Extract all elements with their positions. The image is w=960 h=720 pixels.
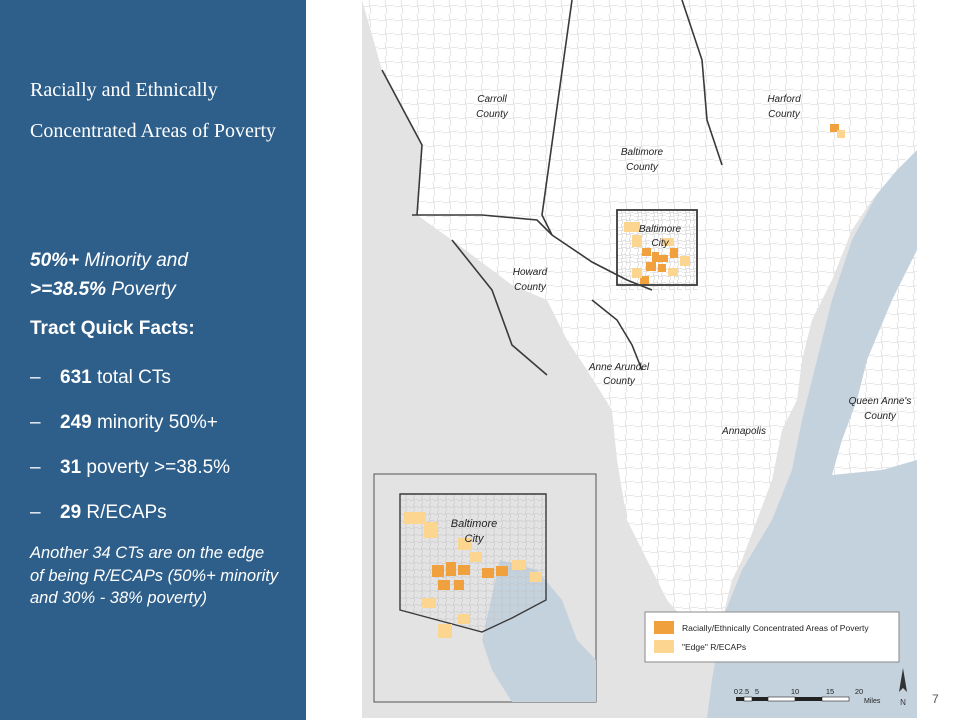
- howard-label: Howard: [513, 267, 548, 278]
- legend-edge-swatch: [654, 640, 674, 653]
- side-panel: Racially and Ethnically Concentrated Are…: [0, 0, 306, 720]
- baltimore-city-label: Baltimore: [639, 224, 682, 235]
- edge-note: Another 34 CTs are on the edge of being …: [30, 544, 279, 607]
- inset-city-label: Baltimore: [451, 518, 497, 530]
- fact-label: total CTs: [91, 367, 171, 388]
- bullet-dash: –: [30, 412, 41, 433]
- fact-label: minority 50%+: [91, 412, 218, 433]
- fact-value: 29: [60, 502, 82, 523]
- baltimore-city-boundary: [616, 209, 698, 286]
- bullet-dash: –: [30, 457, 41, 478]
- region-map: Carroll County Baltimore County Harford …: [362, 0, 917, 718]
- fact-value: 31: [60, 457, 82, 478]
- fact-label: R/ECAPs: [81, 502, 167, 523]
- criteria-text: 50%+ Minority and >=38.5% Poverty: [30, 246, 290, 304]
- legend-box: [644, 611, 900, 663]
- minority-text: Minority and: [79, 250, 188, 271]
- fact-minority: –249 minority 50%+: [30, 412, 218, 434]
- harford-label-2: County: [768, 109, 801, 120]
- scale-tick: 0: [734, 687, 738, 696]
- minority-threshold: 50%+: [30, 250, 80, 271]
- inset-edge-tracts: [404, 512, 542, 638]
- poverty-threshold: >=38.5%: [30, 279, 107, 300]
- fact-label: poverty >=38.5%: [81, 457, 231, 478]
- howard-south-boundary: [451, 239, 548, 376]
- carroll-label-2: County: [476, 109, 509, 120]
- fact-recaps: –29 R/ECAPs: [30, 502, 167, 524]
- legend-edge-label: "Edge" R/ECAPs: [682, 642, 746, 652]
- scale-tick: 15: [826, 687, 834, 696]
- county-boundaries: [381, 0, 723, 376]
- study-region-tracts: [362, 0, 917, 640]
- slide-title: Racially and Ethnically Concentrated Are…: [30, 79, 277, 142]
- inset-city-boundary: [399, 493, 547, 633]
- queen-annes-label: Queen Anne's: [849, 396, 912, 407]
- map-legend: Racially/Ethnically Concentrated Areas o…: [644, 611, 900, 663]
- county-labels: Carroll County Baltimore County Harford …: [476, 94, 911, 437]
- scale-unit: Miles: [864, 698, 881, 705]
- fact-total-cts: –631 total CTs: [30, 367, 171, 389]
- howard-north-boundary: [412, 214, 653, 291]
- north-letter: N: [900, 698, 906, 707]
- bay-water: [707, 150, 917, 718]
- north-arrow-icon: N: [899, 668, 907, 707]
- baltimore-harford-boundary: [681, 0, 723, 166]
- queen-annes-label-2: County: [864, 411, 897, 422]
- legend-recap-swatch: [654, 621, 674, 634]
- bullet-dash: –: [30, 502, 41, 523]
- inset-recap-tracts: [432, 562, 508, 590]
- baltimore-county-label-2: County: [626, 162, 659, 173]
- carroll-label: Carroll: [477, 94, 507, 105]
- eastern-shore-tracts: [832, 250, 917, 475]
- fact-value: 631: [60, 367, 92, 388]
- facts-heading: Tract Quick Facts:: [30, 318, 195, 339]
- harford-label: Harford: [767, 94, 801, 105]
- edge-tracts-main: [624, 130, 845, 278]
- inset-city-label-2: City: [465, 533, 485, 545]
- anne-arundel-boundary: [591, 299, 643, 371]
- annapolis-label: Annapolis: [721, 426, 766, 437]
- baltimore-county-label: Baltimore: [621, 147, 664, 158]
- map-svg: Carroll County Baltimore County Harford …: [362, 0, 917, 718]
- scale-bar: 0 2.5 5 10 15 20 Miles: [734, 687, 881, 705]
- carroll-baltimore-boundary: [541, 0, 573, 236]
- fact-poverty: –31 poverty >=38.5%: [30, 457, 230, 479]
- baltimore-city-inset: Baltimore City: [373, 473, 597, 703]
- anne-arundel-label-2: County: [603, 376, 636, 387]
- scale-tick: 5: [755, 687, 759, 696]
- carroll-west-boundary: [381, 69, 423, 216]
- howard-label-2: County: [514, 282, 547, 293]
- slide-page-number: 7: [932, 692, 939, 706]
- bullet-dash: –: [30, 367, 41, 388]
- scale-tick: 2.5: [739, 687, 749, 696]
- scale-tick: 20: [855, 687, 863, 696]
- baltimore-city-label-2: City: [651, 238, 669, 249]
- anne-arundel-label: Anne Arundel: [588, 362, 650, 373]
- poverty-text: Poverty: [106, 279, 176, 300]
- scale-tick: 10: [791, 687, 799, 696]
- recap-tracts-main: [640, 124, 839, 284]
- fact-value: 249: [60, 412, 92, 433]
- legend-recap-label: Racially/Ethnically Concentrated Areas o…: [682, 623, 869, 633]
